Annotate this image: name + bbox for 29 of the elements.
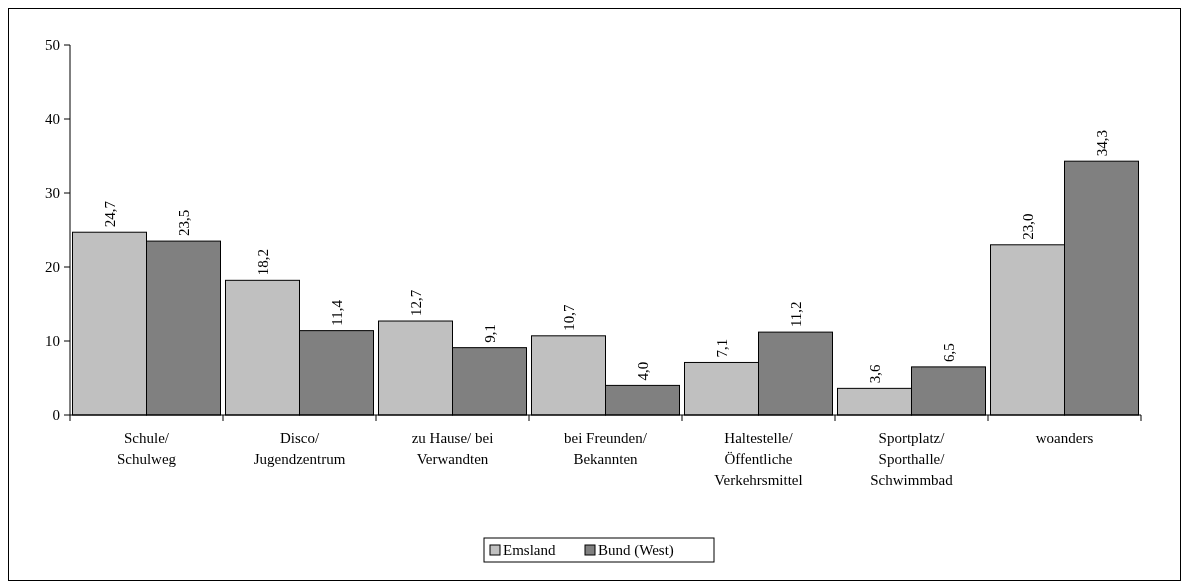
x-tick-label: Haltestelle/ Öffentliche Verkehrsmittel — [714, 430, 803, 488]
data-label: 11,2 — [787, 301, 804, 328]
data-label: 9,1 — [481, 323, 498, 343]
y-tick-label: 30 — [45, 185, 60, 202]
y-tick-label: 20 — [45, 259, 60, 276]
data-label: 4,0 — [634, 361, 651, 381]
x-tick-label: Disco/ Jugendzentrum — [253, 430, 346, 467]
data-label: 24,7 — [101, 200, 118, 228]
x-tick-label: Sportplatz/ Sporthalle/ Schwimmbad — [870, 430, 954, 488]
data-label: 7,1 — [713, 338, 730, 358]
data-label: 6,5 — [940, 343, 957, 362]
x-tick-label: Schule/ Schulweg — [116, 430, 177, 467]
x-tick-label: woanders — [1035, 430, 1094, 446]
data-label: 3,6 — [866, 364, 883, 384]
data-label: 11,4 — [328, 299, 345, 326]
legend-label: Emsland — [503, 542, 556, 558]
x-tick-label: zu Hause/ bei Verwandten — [411, 430, 494, 467]
y-tick-label: 0 — [52, 407, 60, 424]
data-label: 23,5 — [175, 209, 192, 237]
legend-label: Bund (West) — [598, 542, 674, 559]
data-label: 10,7 — [560, 304, 577, 331]
data-label: 12,7 — [407, 289, 424, 317]
y-tick-label: 50 — [45, 37, 60, 54]
y-tick-label: 10 — [45, 333, 60, 350]
data-label: 23,0 — [1019, 213, 1036, 240]
x-tick-label: bei Freunden/ Bekannten — [564, 430, 648, 467]
data-label: 18,2 — [254, 249, 271, 276]
y-tick-label: 40 — [45, 111, 60, 128]
data-label: 34,3 — [1093, 129, 1110, 157]
